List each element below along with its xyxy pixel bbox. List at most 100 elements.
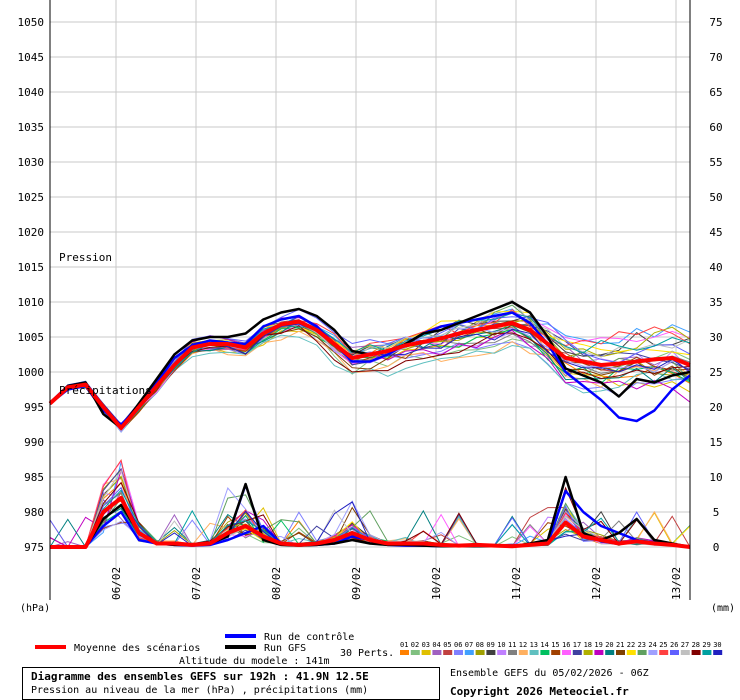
legend-control-label: Run de contrôle	[264, 631, 354, 643]
pert-swatch	[400, 650, 409, 655]
pert-swatch	[605, 650, 615, 655]
left-tick-label: 1035	[18, 121, 45, 134]
pert-swatch	[551, 650, 561, 655]
altitude-text: Altitude du modele : 141m	[179, 656, 330, 667]
pert-swatch	[659, 650, 669, 655]
run-info: Ensemble GEFS du 05/02/2026 - 06Z	[450, 668, 649, 679]
right-tick-label: 65	[709, 86, 722, 99]
pert-number: 21	[616, 641, 624, 649]
pert-number: 26	[670, 641, 678, 649]
x-date-label: 10/02	[430, 567, 443, 600]
pert-swatch	[486, 650, 496, 655]
pert-number: 07	[465, 641, 473, 649]
pert-number: 18	[584, 641, 592, 649]
left-tick-label: 975	[24, 541, 44, 554]
chart-subtitle: Pression au niveau de la mer (hPa) , pré…	[31, 685, 369, 696]
pert-swatch	[529, 650, 539, 655]
copyright: Copyright 2026 Meteociel.fr	[450, 685, 629, 698]
left-tick-label: 1050	[18, 16, 45, 29]
pert-swatch	[702, 650, 712, 655]
chart-title: Diagramme des ensembles GEFS sur 192h : …	[31, 670, 369, 683]
pert-swatch	[540, 650, 550, 655]
legend-perturbation-keys: 01 02 03 04 05 06 07 08 09 10 11 12 13 14 15 16 17 18 19 20…	[400, 641, 723, 655]
pert-number: 16	[562, 641, 570, 649]
left-tick-label: 1040	[18, 86, 45, 99]
pert-number: 14	[540, 641, 548, 649]
x-date-label: 09/02	[350, 567, 363, 600]
pert-swatch	[410, 650, 420, 655]
right-tick-label: 30	[709, 331, 722, 344]
pert-number: 01	[400, 641, 408, 649]
right-tick-label: 5	[713, 506, 720, 519]
x-date-label: 08/02	[270, 567, 283, 600]
x-date-label: 06/02	[110, 567, 123, 600]
left-tick-label: 990	[24, 436, 44, 449]
left-axis-ticks: 975 980 985 990 995 1000 1005 1010 1015 1020 1025 1…	[18, 16, 45, 554]
pert-swatch	[421, 650, 431, 655]
left-tick-label: 1000	[18, 366, 45, 379]
right-tick-label: 75	[709, 16, 722, 29]
grid	[50, 0, 690, 600]
left-tick-label: 1015	[18, 261, 45, 274]
left-tick-label: 1045	[18, 51, 45, 64]
pert-swatch	[670, 650, 679, 655]
control-pressure-line	[49, 311, 691, 426]
pert-swatch	[454, 650, 463, 655]
pert-number: 17	[573, 641, 581, 649]
pert-swatch	[475, 650, 485, 655]
pert-swatch	[518, 650, 528, 655]
pert-swatch	[508, 650, 517, 655]
left-tick-label: 1030	[18, 156, 45, 169]
right-tick-label: 45	[709, 226, 722, 239]
chart-info-box: Diagramme des ensembles GEFS sur 192h : …	[22, 667, 440, 700]
pert-pressure-line	[49, 318, 691, 429]
pert-number: 29	[702, 641, 710, 649]
pert-swatch	[626, 650, 636, 655]
pert-swatch	[432, 650, 442, 655]
pert-number: 15	[551, 641, 559, 649]
right-tick-label: 70	[709, 51, 722, 64]
x-axis-dates: 06/02 07/02 08/02 09/02 10/02 11/02 12/02 13/02	[110, 567, 683, 600]
precip-label: Précipitations	[59, 384, 152, 397]
pert-swatch	[583, 650, 593, 655]
pert-number: 22	[627, 641, 635, 649]
pert-swatch	[713, 650, 723, 655]
pert-number: 23	[638, 641, 646, 649]
pert-swatch	[637, 650, 647, 655]
left-tick-label: 1020	[18, 226, 45, 239]
pert-number: 11	[508, 641, 516, 649]
pert-number: 05	[443, 641, 451, 649]
pert-number: 03	[422, 641, 430, 649]
left-tick-label: 980	[24, 506, 44, 519]
pert-pressure-line	[49, 311, 691, 432]
pert-swatch	[691, 650, 701, 655]
pert-number: 09	[486, 641, 494, 649]
pert-number: 04	[432, 641, 440, 649]
pert-number: 10	[497, 641, 505, 649]
pert-number: 02	[411, 641, 419, 649]
legend-gfs-label: Run GFS	[264, 643, 306, 654]
left-tick-label: 1005	[18, 331, 45, 344]
legend-perts-label: 30 Perts.	[340, 648, 394, 659]
right-tick-label: 0	[713, 541, 720, 554]
right-tick-label: 55	[709, 156, 722, 169]
pert-number: 25	[659, 641, 667, 649]
left-tick-label: 995	[24, 401, 44, 414]
pert-swatch	[680, 650, 690, 655]
pert-number: 28	[692, 641, 700, 649]
pert-swatch	[616, 650, 625, 655]
mean-precip-line	[50, 496, 691, 549]
right-axis-ticks: 0 5 10 15 20 25 30 35 40 45 50 55 60 65 70 75	[709, 16, 722, 554]
x-date-label: 11/02	[510, 567, 523, 600]
right-tick-label: 15	[709, 436, 722, 449]
pert-swatch	[562, 650, 571, 655]
pert-swatch	[443, 650, 453, 655]
right-tick-label: 25	[709, 366, 722, 379]
x-date-label: 12/02	[590, 567, 603, 600]
right-tick-label: 40	[709, 261, 722, 274]
pert-number: 20	[605, 641, 613, 649]
pert-swatch	[594, 650, 604, 655]
pressure-label: Pression	[59, 251, 112, 264]
left-tick-label: 1025	[18, 191, 45, 204]
plot-background	[50, 0, 690, 600]
